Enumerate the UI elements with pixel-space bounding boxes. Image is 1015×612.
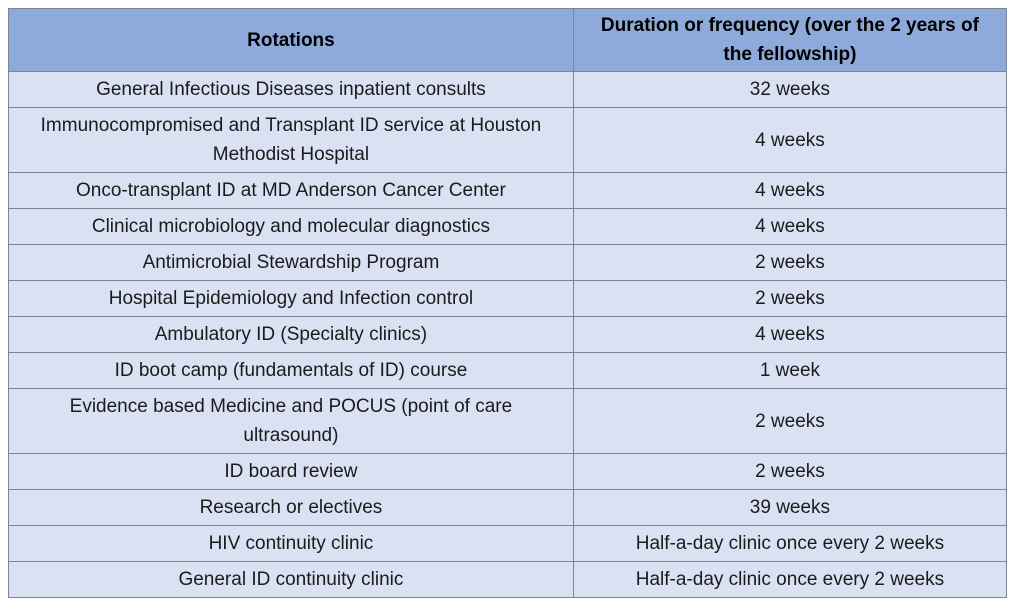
table-row: Onco-transplant ID at MD Anderson Cancer… <box>8 172 1008 209</box>
duration-cell: Half-a-day clinic once every 2 weeks <box>572 525 1008 562</box>
rotation-cell: Hospital Epidemiology and Infection cont… <box>8 280 574 317</box>
rotation-cell: ID board review <box>8 453 574 490</box>
duration-cell: 2 weeks <box>572 244 1008 281</box>
column-header-rotations: Rotations <box>8 8 574 72</box>
table-row: Ambulatory ID (Specialty clinics) 4 week… <box>8 316 1008 353</box>
rotation-cell: Antimicrobial Stewardship Program <box>8 244 574 281</box>
duration-cell: 32 weeks <box>572 71 1008 108</box>
table-row: General ID continuity clinic Half-a-day … <box>8 561 1008 598</box>
rotations-table: Rotations Duration or frequency (over th… <box>8 8 1008 598</box>
duration-cell: 1 week <box>572 352 1008 389</box>
duration-cell: 4 weeks <box>572 107 1008 173</box>
rotation-cell: HIV continuity clinic <box>8 525 574 562</box>
duration-cell: 2 weeks <box>572 280 1008 317</box>
rotation-cell: Research or electives <box>8 489 574 526</box>
table-row: General Infectious Diseases inpatient co… <box>8 71 1008 108</box>
duration-cell: 4 weeks <box>572 172 1008 209</box>
duration-cell: 2 weeks <box>572 453 1008 490</box>
rotation-cell: General ID continuity clinic <box>8 561 574 598</box>
duration-cell: 39 weeks <box>572 489 1008 526</box>
rotation-cell: Ambulatory ID (Specialty clinics) <box>8 316 574 353</box>
duration-cell: 4 weeks <box>572 208 1008 245</box>
table-row: Hospital Epidemiology and Infection cont… <box>8 280 1008 317</box>
rotation-cell: ID boot camp (fundamentals of ID) course <box>8 352 574 389</box>
table-row: Research or electives 39 weeks <box>8 489 1008 526</box>
duration-cell: 4 weeks <box>572 316 1008 353</box>
rotation-cell: Evidence based Medicine and POCUS (point… <box>8 388 574 454</box>
column-header-duration: Duration or frequency (over the 2 years … <box>572 8 1008 72</box>
table-row: Clinical microbiology and molecular diag… <box>8 208 1008 245</box>
table-row: HIV continuity clinic Half-a-day clinic … <box>8 525 1008 562</box>
rotation-cell: Clinical microbiology and molecular diag… <box>8 208 574 245</box>
table-row: Immunocompromised and Transplant ID serv… <box>8 107 1008 173</box>
table-row: ID boot camp (fundamentals of ID) course… <box>8 352 1008 389</box>
table-row: Evidence based Medicine and POCUS (point… <box>8 388 1008 454</box>
rotation-cell: General Infectious Diseases inpatient co… <box>8 71 574 108</box>
duration-cell: 2 weeks <box>572 388 1008 454</box>
duration-cell: Half-a-day clinic once every 2 weeks <box>572 561 1008 598</box>
rotation-cell: Immunocompromised and Transplant ID serv… <box>8 107 574 173</box>
table-row: Antimicrobial Stewardship Program 2 week… <box>8 244 1008 281</box>
header-row: Rotations Duration or frequency (over th… <box>8 8 1008 72</box>
table-row: ID board review 2 weeks <box>8 453 1008 490</box>
rotation-cell: Onco-transplant ID at MD Anderson Cancer… <box>8 172 574 209</box>
